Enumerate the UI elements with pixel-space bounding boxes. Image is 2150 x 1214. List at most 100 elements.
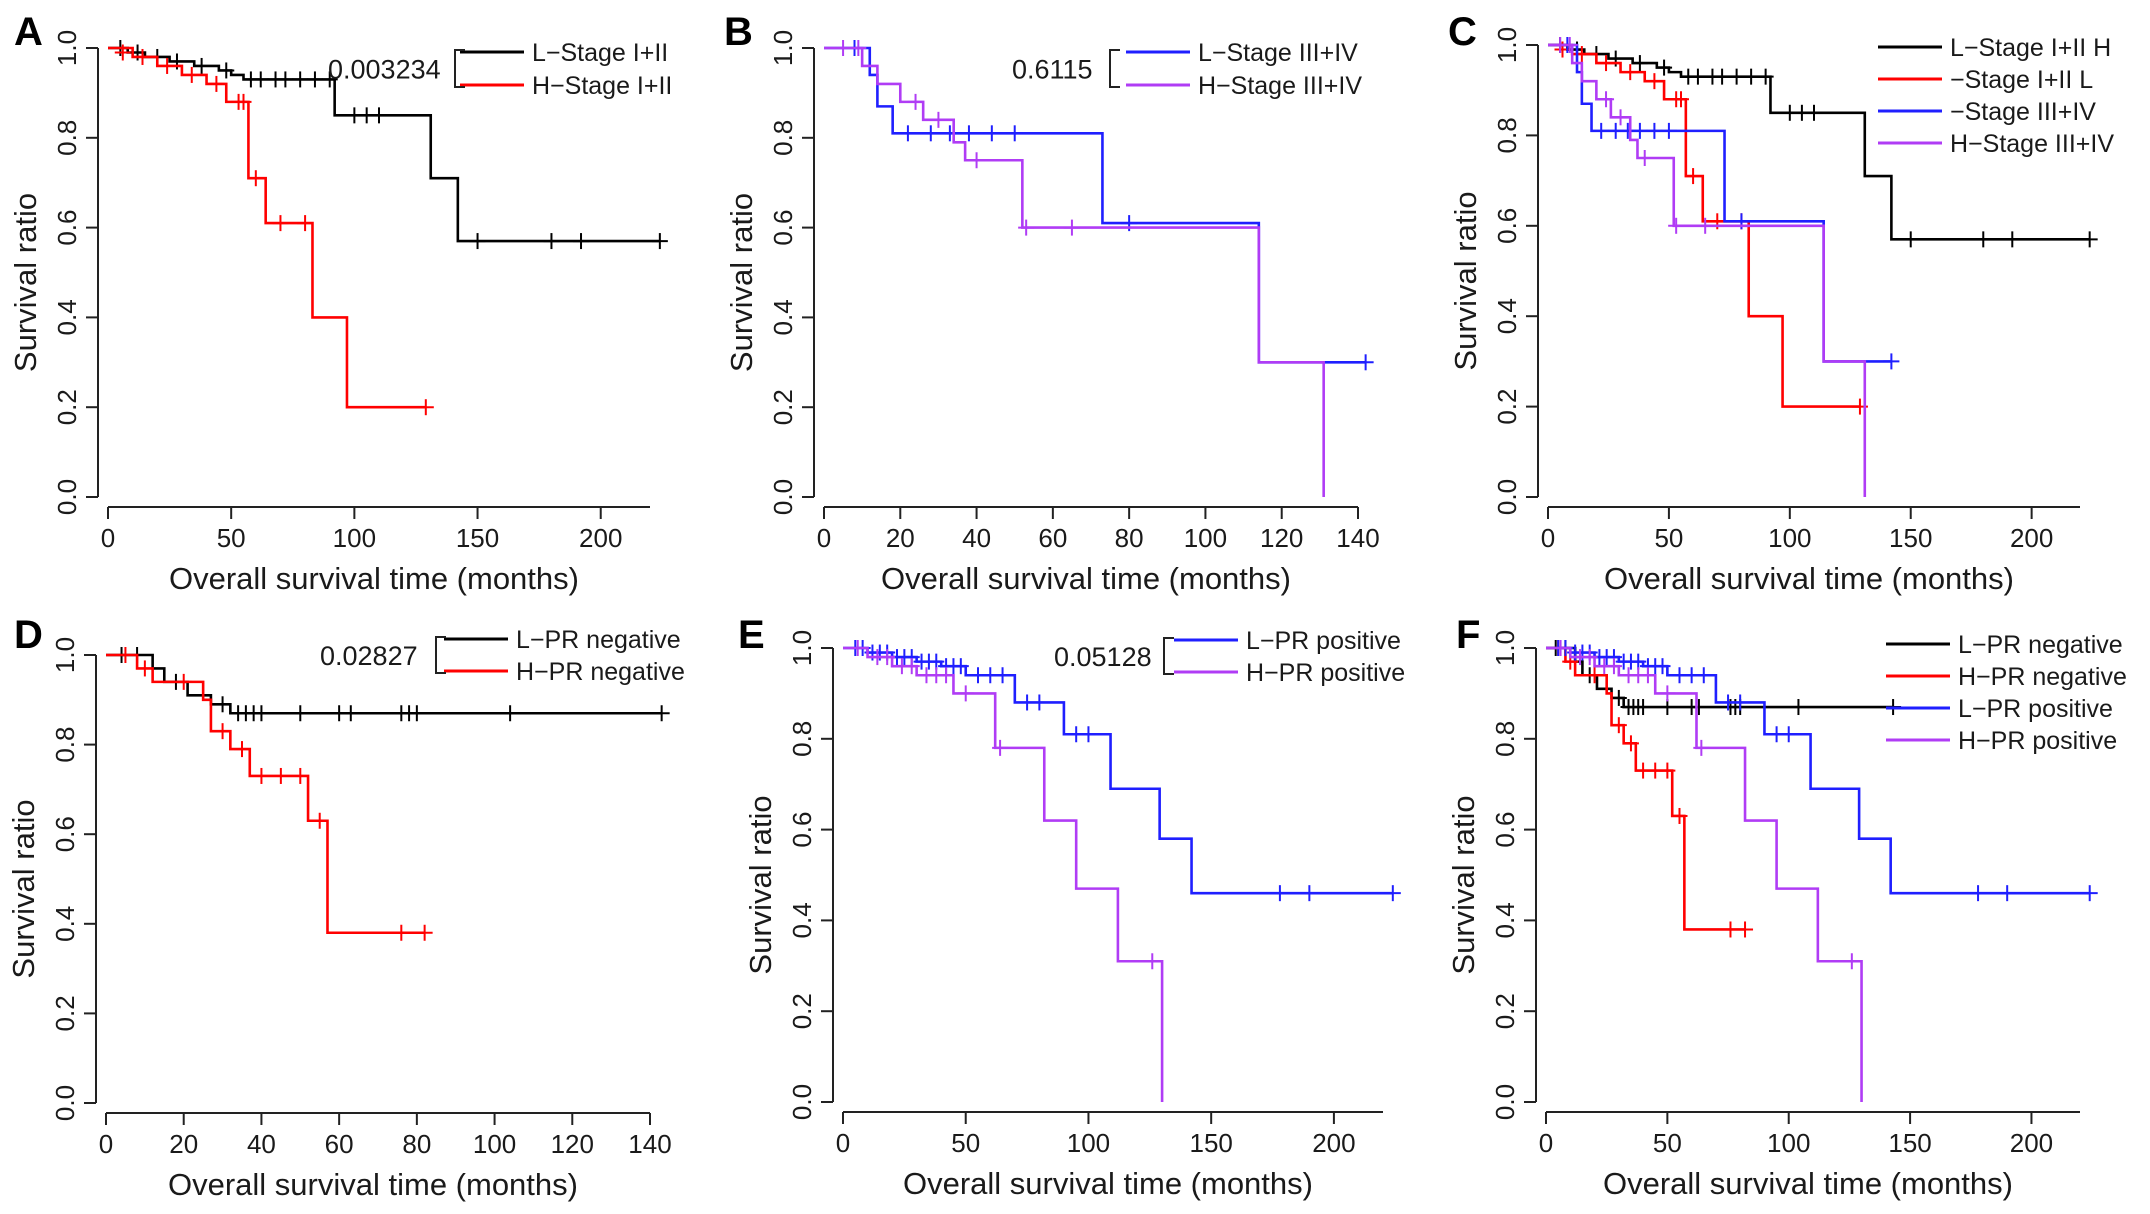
x-axis-title: Overall survival time (months) — [1603, 1166, 2013, 1201]
survival-curve-3 — [1548, 43, 1892, 363]
y-tick-label: 1.0 — [1490, 630, 1520, 666]
y-tick-label: 0.6 — [1492, 208, 1522, 244]
x-tick-label: 200 — [1312, 1128, 1355, 1158]
survival-curve-2 — [1548, 43, 1860, 408]
legend-label: −Stage I+II L — [1950, 66, 2093, 94]
y-tick-label: 0.8 — [768, 120, 798, 156]
y-tick-label: 0.4 — [52, 299, 82, 335]
x-tick-label: 80 — [1115, 523, 1144, 553]
x-tick-label: 200 — [2010, 1128, 2053, 1158]
legend-label: L−PR negative — [516, 626, 681, 654]
x-axis-title: Overall survival time (months) — [1604, 561, 2014, 596]
y-tick-label: 0.2 — [768, 389, 798, 425]
y-axis-title: Survival ratio — [1448, 191, 1483, 370]
panel-d: D 0 20 40 60 80 100 120 140 0.0 0.2 0.4 0.6 0.8 1.0 Ove… — [6, 613, 685, 1202]
y-tick-label: 1.0 — [50, 637, 80, 673]
y-tick-label: 1.0 — [787, 630, 817, 666]
y-axis-title: Survival ratio — [1446, 795, 1481, 974]
y-tick-label: 1.0 — [52, 30, 82, 66]
x-tick-label: 100 — [1767, 1128, 1810, 1158]
legend-label: L−PR negative — [1958, 631, 2123, 659]
y-tick-label: 0.6 — [768, 210, 798, 246]
y-tick-label: 0.4 — [1492, 298, 1522, 334]
x-tick-label: 150 — [1888, 1128, 1931, 1158]
y-axis-title: Survival ratio — [743, 795, 778, 974]
x-tick-label: 100 — [1184, 523, 1227, 553]
legend: L−PR negative H−PR negative 0.02827 — [320, 626, 685, 686]
x-tick-label: 20 — [169, 1129, 198, 1159]
y-tick-label: 0.0 — [768, 479, 798, 515]
y-tick-label: 0.4 — [50, 906, 80, 942]
p-value: 0.6115 — [1012, 55, 1093, 85]
y-axis-title: Survival ratio — [724, 193, 759, 372]
survival-curve-2 — [843, 646, 1164, 1102]
x-tick-label: 80 — [402, 1129, 431, 1159]
legend-label: L−Stage III+IV — [1198, 39, 1358, 67]
survival-curve-2 — [824, 46, 1325, 497]
y-tick-label: 1.0 — [1492, 27, 1522, 63]
panel-letter: D — [14, 613, 43, 657]
x-tick-label: 120 — [551, 1129, 594, 1159]
y-tick-label: 0.6 — [1490, 812, 1520, 848]
x-tick-label: 50 — [1653, 1128, 1682, 1158]
legend-label: H−PR negative — [1958, 663, 2127, 691]
p-value-bracket — [1163, 637, 1174, 675]
y-axis-title: Survival ratio — [8, 193, 43, 372]
y-tick-label: 0.2 — [1490, 993, 1520, 1029]
x-tick-label: 140 — [628, 1129, 671, 1159]
x-axis-title: Overall survival time (months) — [169, 561, 579, 596]
y-tick-label: 0.2 — [50, 995, 80, 1031]
legend: L−PR negative H−PR negative L−PR positive H… — [1886, 631, 2127, 755]
x-tick-label: 140 — [1336, 523, 1379, 553]
y-tick-label: 0.2 — [787, 993, 817, 1029]
legend-label: L−Stage I+II — [532, 39, 668, 67]
y-axis-title: Survival ratio — [6, 799, 41, 978]
legend-label: L−PR positive — [1958, 695, 2113, 723]
panel-letter: F — [1456, 613, 1480, 657]
y-tick-label: 0.2 — [52, 389, 82, 425]
legend-label: H−Stage III+IV — [1198, 72, 1362, 100]
p-value: 0.003234 — [328, 55, 441, 85]
x-tick-label: 0 — [1539, 1128, 1553, 1158]
x-tick-label: 60 — [325, 1129, 354, 1159]
legend: L−PR positive H−PR positive 0.05128 — [1054, 627, 1405, 687]
x-tick-label: 0 — [101, 523, 115, 553]
legend: L−Stage III+IV H−Stage III+IV 0.6115 — [1012, 39, 1362, 100]
y-tick-label: 0.0 — [52, 479, 82, 515]
survival-curve-1 — [106, 653, 662, 715]
legend-label: −Stage III+IV — [1950, 98, 2096, 126]
legend-label: H−Stage III+IV — [1950, 130, 2114, 158]
p-value-bracket — [435, 636, 446, 674]
y-tick-label: 0.0 — [787, 1084, 817, 1120]
y-tick-label: 0.6 — [50, 816, 80, 852]
panel-b: B 0 20 40 60 80 100 120 140 0.0 0.2 0.4 0.6 0.8 1.0 Ove… — [724, 10, 1380, 596]
x-tick-label: 40 — [247, 1129, 276, 1159]
legend-label: H−PR negative — [516, 658, 685, 686]
panel-letter: A — [14, 10, 43, 54]
legend-label: H−PR positive — [1246, 659, 1405, 687]
y-tick-label: 1.0 — [768, 30, 798, 66]
x-tick-label: 50 — [217, 523, 246, 553]
x-axis-title: Overall survival time (months) — [903, 1166, 1313, 1201]
y-tick-label: 0.6 — [787, 812, 817, 848]
y-tick-label: 0.0 — [1492, 479, 1522, 515]
x-tick-label: 40 — [962, 523, 991, 553]
panel-e: E 0 50 100 150 200 0.0 0.2 0.4 0.6 0.8 1.0 Overall s… — [738, 613, 1405, 1201]
y-tick-label: 0.4 — [768, 299, 798, 335]
y-tick-label: 0.0 — [50, 1085, 80, 1121]
x-axis-title: Overall survival time (months) — [168, 1167, 578, 1202]
x-tick-label: 60 — [1038, 523, 1067, 553]
y-tick-label: 0.8 — [1492, 117, 1522, 153]
panel-letter: E — [738, 613, 765, 657]
y-tick-label: 0.8 — [1490, 721, 1520, 757]
panel-a: A 0 50 100 150 200 0.0 0.2 0.4 0.6 0.8 1.0 Overall s… — [8, 10, 672, 596]
legend-label: L−Stage I+II H — [1950, 34, 2111, 62]
y-tick-label: 0.8 — [50, 727, 80, 763]
panel-letter: B — [724, 10, 753, 54]
legend-label: L−PR positive — [1246, 627, 1401, 655]
x-tick-label: 200 — [2010, 523, 2053, 553]
y-tick-label: 0.4 — [1490, 902, 1520, 938]
legend-label: H−PR positive — [1958, 727, 2117, 755]
x-tick-label: 100 — [333, 523, 376, 553]
